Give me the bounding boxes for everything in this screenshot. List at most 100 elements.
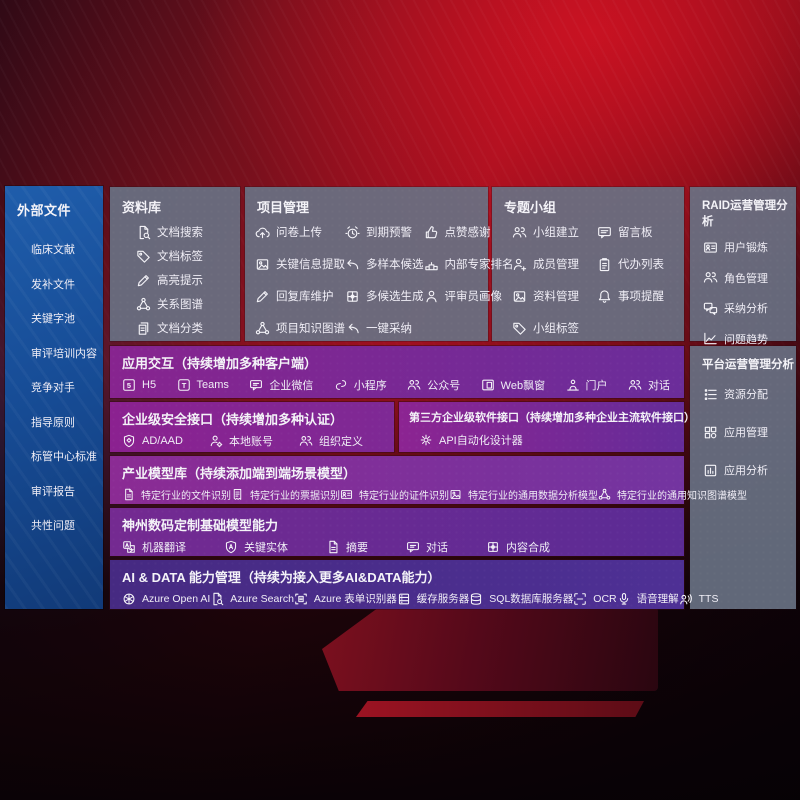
feature-item: 特定行业的通用知识图谱模型 xyxy=(598,487,747,502)
feature-item: 内部专家排名 xyxy=(424,256,514,272)
pen-icon xyxy=(255,289,270,304)
app-grid-icon xyxy=(703,425,718,440)
feature-item: Azure Search xyxy=(210,592,294,606)
cloud-upload-icon xyxy=(255,225,270,240)
row-title: 产业模型库（持续添加端到端场景模型） xyxy=(122,466,357,481)
feature-item: 回复库维护 xyxy=(255,288,345,304)
sidebar-item: 竞争对手 xyxy=(31,382,75,394)
row-title: 神州数码定制基础模型能力 xyxy=(122,518,279,533)
feature-item: 应用管理 xyxy=(703,424,794,440)
row-title: 应用交互（持续增加多种客户端） xyxy=(122,356,318,371)
feature-item: 应用分析 xyxy=(703,462,794,478)
external-files-panel: 外部文件 临床文献 发补文件 关键字池 审评培训内容 竞争对手 指导原则 标管中心标准 审评报… xyxy=(5,186,103,609)
alarm-icon xyxy=(345,225,360,240)
feature-item: 代办列表 xyxy=(597,256,678,272)
feature-item: 留言板 xyxy=(597,224,678,240)
feature-item: 特定行业的文件识别 xyxy=(122,487,231,502)
platform-operations-panel: 平台运营管理分析 资源分配应用管理应用分析 xyxy=(690,346,796,609)
image-icon xyxy=(255,257,270,272)
tag-icon xyxy=(136,249,151,264)
repository-panel: 资料库 文档搜索 文档标签 高亮提示 关系图谱 文档分类 xyxy=(110,187,240,341)
feature-item: 多样本候选 xyxy=(345,256,424,272)
panel-title: 平台运营管理分析 xyxy=(702,359,794,371)
feature-item: 点赞感谢 xyxy=(424,224,514,240)
chat-analysis-icon xyxy=(703,301,718,316)
person-add-icon xyxy=(512,257,527,272)
receipt-icon xyxy=(231,488,244,501)
feature-item: 关系图谱 xyxy=(136,296,234,312)
trend-chart-icon xyxy=(703,331,718,346)
feature-item: TTS xyxy=(679,592,718,606)
feature-item: 多候选生成 xyxy=(345,288,424,304)
speak-icon xyxy=(679,592,693,606)
people-icon xyxy=(628,378,642,392)
feature-row: 5 H5 T Teams 企业微信 小程序 公众号 Web飘窗 门户 对话 xyxy=(110,372,684,393)
doc-search-icon xyxy=(136,225,151,240)
translate-icon xyxy=(122,540,136,554)
feature-row: 机器翻译 关键实体 摘要 对话 内容合成 xyxy=(110,534,684,555)
feature-item: 关键实体 xyxy=(224,539,288,555)
panel-title: 专题小组 xyxy=(504,200,557,215)
people-icon xyxy=(299,434,313,448)
doc-icon xyxy=(122,488,135,501)
reply-arrow-icon xyxy=(345,257,360,272)
feature-item: 对话 xyxy=(628,377,670,393)
feature-row: 特定行业的文件识别 特定行业的票据识别 特定行业的证件识别 特定行业的通用数据分析模型… xyxy=(110,482,747,502)
svg-text:5: 5 xyxy=(127,381,131,390)
people-icon xyxy=(407,378,421,392)
knowledge-graph-icon xyxy=(136,297,151,312)
feature-item: 成员管理 xyxy=(512,256,597,272)
custom-base-model-row: 神州数码定制基础模型能力 机器翻译 关键实体 摘要 对话 内容合成 xyxy=(110,508,684,556)
knowledge-graph-icon xyxy=(598,488,611,501)
feature-row: API自动化设计器 xyxy=(399,425,684,448)
web-window-icon xyxy=(481,378,495,392)
people-icon xyxy=(512,225,527,240)
sidebar-item: 标管中心标准 xyxy=(31,451,97,463)
pen-icon xyxy=(136,273,151,288)
h5-icon: 5 xyxy=(122,378,136,392)
shield-a-icon xyxy=(224,540,238,554)
feature-item: 公众号 xyxy=(407,377,460,393)
feature-item: 事项提醒 xyxy=(597,288,678,304)
feature-item: 特定行业的通用数据分析模型 xyxy=(449,487,598,502)
feature-item: 文档标签 xyxy=(136,248,234,264)
feature-item: 问题趋势 xyxy=(703,331,794,347)
id-card-icon xyxy=(340,488,353,501)
list-icon xyxy=(703,387,718,402)
person-icon xyxy=(424,289,439,304)
sidebar-item-list: 临床文献 发补文件 关键字池 审评培训内容 竞争对手 指导原则 标管中心标准 审评报告 共性问题 xyxy=(5,241,103,533)
feature-grid: 用户锻炼 角色管理 采纳分析 问题趋势 xyxy=(703,239,794,347)
feature-item: 特定行业的证件识别 xyxy=(340,487,449,502)
feature-item: SQL数据库服务器 xyxy=(469,591,573,606)
puzzle-icon xyxy=(486,540,500,554)
feature-item: 本地账号 xyxy=(209,433,273,449)
doc-copy-icon xyxy=(136,321,151,336)
mini-program-icon xyxy=(334,378,348,392)
feature-item: 关键信息提取 xyxy=(255,256,345,272)
people-icon xyxy=(703,270,718,285)
svg-text:T: T xyxy=(181,381,186,390)
feature-item: 问卷上传 xyxy=(255,224,345,240)
row-title: AI & DATA 能力管理（持续为接入更多AI&DATA能力） xyxy=(122,570,441,585)
ai-data-capability-row: AI & DATA 能力管理（持续为接入更多AI&DATA能力） Azure O… xyxy=(110,560,718,609)
openai-icon xyxy=(122,592,136,606)
sidebar-item: 指导原则 xyxy=(31,416,75,429)
doc-search-icon xyxy=(210,592,224,606)
feature-row: AD/AAD 本地账号 组织定义 xyxy=(110,428,394,449)
feature-item: 摘要 xyxy=(326,539,368,555)
row-title: 第三方企业级软件接口（持续增加多种企业主流软件接口） xyxy=(409,412,695,424)
panel-title: 资料库 xyxy=(122,200,162,215)
server-icon xyxy=(397,592,411,606)
background-shape xyxy=(322,607,658,691)
shield-icon xyxy=(122,434,136,448)
third-party-interface-row: 第三方企业级软件接口（持续增加多种企业主流软件接口） API自动化设计器 xyxy=(399,402,695,452)
background-shape-bar xyxy=(356,701,644,717)
person-gear-icon xyxy=(209,434,223,448)
sidebar-item: 审评培训内容 xyxy=(31,347,97,360)
feature-item: 特定行业的票据识别 xyxy=(231,487,340,502)
feature-item: 资源分配 xyxy=(703,386,794,402)
feature-item: 小组建立 xyxy=(512,224,597,240)
feature-item: 小程序 xyxy=(334,377,387,393)
feature-grid: 资源分配应用管理应用分析 xyxy=(703,386,794,478)
